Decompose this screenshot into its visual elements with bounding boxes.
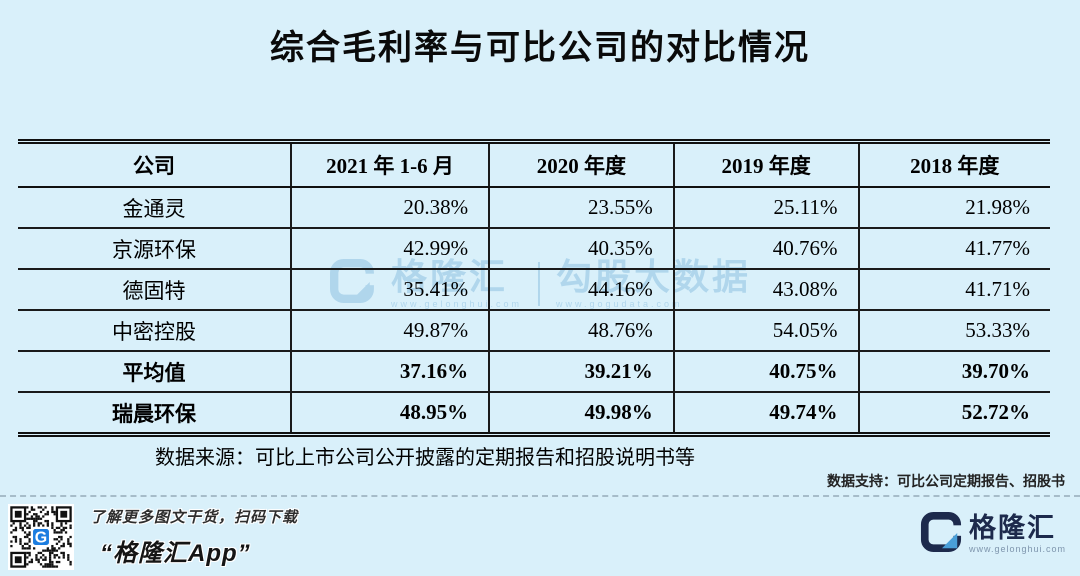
value-cell: 53.33% bbox=[857, 311, 1050, 350]
page-title: 综合毛利率与可比公司的对比情况 bbox=[270, 29, 810, 67]
table-row: 中密控股 49.87% 48.76% 54.05% 53.33% bbox=[18, 309, 1050, 350]
value-cell: 49.98% bbox=[488, 393, 673, 432]
value-cell: 35.41% bbox=[289, 270, 488, 309]
table-row: 平均值 37.16% 39.21% 40.75% 39.70% bbox=[18, 350, 1050, 391]
table-row: 京源环保 42.99% 40.35% 40.76% 41.77% bbox=[18, 227, 1050, 268]
value-cell: 20.38% bbox=[289, 188, 488, 227]
value-cell: 21.98% bbox=[857, 188, 1050, 227]
table-body: 金通灵 20.38% 23.55% 25.11% 21.98% 京源环保 42.99% 40.… bbox=[18, 188, 1050, 432]
column-header-2019: 2019 年度 bbox=[672, 144, 858, 186]
value-cell: 40.75% bbox=[672, 352, 858, 391]
value-cell: 41.77% bbox=[857, 229, 1050, 268]
footer: G 了解更多图文干货，扫码下载 “格隆汇App” 格隆汇 www.gelongh… bbox=[0, 497, 1080, 576]
company-cell: 平均值 bbox=[122, 360, 186, 385]
value-cell: 39.21% bbox=[488, 352, 673, 391]
footer-captions: 了解更多图文干货，扫码下载 “格隆汇App” bbox=[90, 506, 298, 568]
value-cell: 43.08% bbox=[672, 270, 858, 309]
footer-brand-url: www.gelonghui.com bbox=[968, 544, 1066, 554]
value-cell: 54.05% bbox=[672, 311, 858, 350]
value-cell: 52.72% bbox=[857, 393, 1050, 432]
footer-divider bbox=[0, 495, 1080, 497]
value-cell: 48.95% bbox=[289, 393, 488, 432]
footer-caption-line2: “格隆汇App” bbox=[100, 540, 251, 567]
column-header-2020: 2020 年度 bbox=[488, 144, 673, 186]
value-cell: 39.70% bbox=[857, 352, 1050, 391]
value-cell: 37.16% bbox=[289, 352, 488, 391]
column-header-2021h1: 2021 年 1-6 月 bbox=[289, 144, 488, 186]
company-cell: 德固特 bbox=[122, 278, 186, 303]
app-download-qr-code: G bbox=[8, 504, 74, 570]
footer-caption-line1: 了解更多图文干货，扫码下载 bbox=[90, 509, 299, 526]
source-note: 数据来源：可比上市公司公开披露的定期报告和招股说明书等 bbox=[155, 447, 695, 469]
value-cell: 40.76% bbox=[672, 229, 858, 268]
value-cell: 42.99% bbox=[289, 229, 488, 268]
gelonghui-logo-icon bbox=[920, 511, 962, 558]
value-cell: 49.74% bbox=[672, 393, 858, 432]
data-support-note: 数据支持：可比公司定期报告、招股书 bbox=[827, 473, 1065, 489]
footer-brand-name: 格隆汇 bbox=[968, 513, 1056, 543]
company-cell: 金通灵 bbox=[122, 196, 186, 221]
table-header-row: 公司 2021 年 1-6 月 2020 年度 2019 年度 2018 年度 bbox=[18, 144, 1050, 188]
gross-margin-comparison-table: 公司 2021 年 1-6 月 2020 年度 2019 年度 2018 年度 … bbox=[18, 139, 1050, 437]
table-row: 瑞晨环保 48.95% 49.98% 49.74% 52.72% bbox=[18, 391, 1050, 432]
value-cell: 44.16% bbox=[488, 270, 673, 309]
svg-text:G: G bbox=[35, 530, 47, 547]
value-cell: 25.11% bbox=[672, 188, 858, 227]
value-cell: 49.87% bbox=[289, 311, 488, 350]
company-cell: 京源环保 bbox=[111, 237, 196, 262]
footer-brand-logo: 格隆汇 www.gelonghui.com bbox=[920, 511, 1066, 558]
table-row: 金通灵 20.38% 23.55% 25.11% 21.98% bbox=[18, 188, 1050, 227]
column-header-2018: 2018 年度 bbox=[857, 144, 1050, 186]
company-cell: 瑞晨环保 bbox=[111, 401, 196, 426]
value-cell: 41.71% bbox=[857, 270, 1050, 309]
value-cell: 48.76% bbox=[488, 311, 673, 350]
company-cell: 中密控股 bbox=[111, 319, 196, 344]
value-cell: 23.55% bbox=[488, 188, 673, 227]
table-row: 德固特 35.41% 44.16% 43.08% 41.71% bbox=[18, 268, 1050, 309]
column-header-company: 公司 bbox=[132, 154, 175, 178]
value-cell: 40.35% bbox=[488, 229, 673, 268]
